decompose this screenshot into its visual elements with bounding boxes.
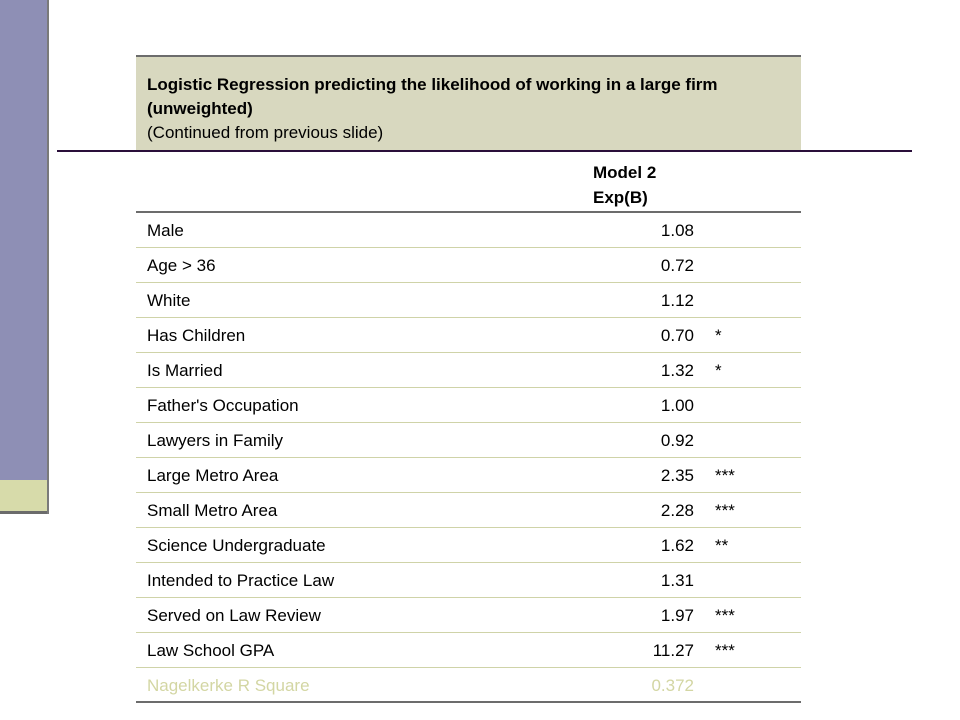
table-row: Lawyers in Family 0.92	[136, 423, 801, 458]
row-significance: ***	[715, 606, 735, 625]
table-row: Law School GPA 11.27 ***	[136, 633, 801, 668]
table-row: Large Metro Area 2.35 ***	[136, 458, 801, 493]
row-label: Served on Law Review	[147, 606, 321, 625]
row-value: 0.70	[660, 326, 694, 345]
sidebar-rule	[0, 511, 48, 514]
table-row: Small Metro Area 2.28 ***	[136, 493, 801, 528]
row-significance: ***	[715, 466, 735, 485]
row-value: 0.92	[660, 431, 694, 450]
row-label: Lawyers in Family	[147, 431, 284, 450]
table-row: Has Children 0.70 *	[136, 318, 801, 353]
column-header: Model 2 Exp(B)	[593, 160, 656, 210]
row-significance: *	[715, 361, 722, 380]
row-value: 1.97	[660, 606, 694, 625]
row-significance: ***	[715, 641, 735, 660]
row-label: White	[147, 291, 191, 310]
row-label: Nagelkerke R Square	[147, 676, 310, 695]
row-label: Is Married	[147, 361, 223, 380]
row-label: Intended to Practice Law	[147, 571, 335, 590]
sidebar-edge	[47, 0, 49, 514]
model-label: Model 2	[593, 163, 657, 182]
row-value: 1.31	[660, 571, 694, 590]
table-row: Is Married 1.32 *	[136, 353, 801, 388]
row-significance: ***	[715, 501, 735, 520]
table-body: Male 1.08 Age > 36 0.72 White 1.12 Has Childre…	[136, 213, 801, 703]
row-value: 1.12	[660, 291, 694, 310]
row-significance: **	[715, 536, 729, 555]
table-row: Science Undergraduate 1.62 **	[136, 528, 801, 563]
row-label: Male	[147, 221, 184, 240]
row-value: 2.28	[660, 501, 694, 520]
row-value: 1.08	[660, 221, 694, 240]
sidebar-accent-block	[0, 480, 47, 512]
row-label: Science Undergraduate	[147, 536, 326, 555]
row-label: Age > 36	[147, 256, 216, 275]
row-significance: *	[715, 326, 722, 345]
table-row: Intended to Practice Law 1.31	[136, 563, 801, 598]
table-row: Nagelkerke R Square 0.372	[136, 668, 801, 703]
row-label: Has Children	[147, 326, 246, 345]
row-label: Small Metro Area	[147, 501, 278, 520]
table-row: Father's Occupation 1.00	[136, 388, 801, 423]
row-value: 2.35	[660, 466, 694, 485]
stat-label: Exp(B)	[593, 188, 648, 207]
header-divider	[136, 211, 801, 213]
row-label: Large Metro Area	[147, 466, 279, 485]
row-value: 0.72	[660, 256, 694, 275]
table-row: Age > 36 0.72	[136, 248, 801, 283]
row-value: 1.00	[660, 396, 694, 415]
sidebar-bar	[0, 0, 47, 480]
table-subtitle: (Continued from previous slide)	[147, 123, 384, 142]
table-row: White 1.12	[136, 283, 801, 318]
table-header: Logistic Regression predicting the likel…	[136, 55, 801, 151]
row-value: 1.32	[660, 361, 694, 380]
row-label: Father's Occupation	[147, 396, 299, 415]
table-row: Male 1.08	[136, 213, 801, 248]
row-value: 11.27	[652, 641, 694, 660]
table-title: Logistic Regression predicting the likel…	[147, 75, 718, 118]
row-value: 1.62	[660, 536, 694, 555]
table-row: Served on Law Review 1.97 ***	[136, 598, 801, 633]
title-divider	[57, 150, 912, 152]
row-value: 0.372	[651, 676, 694, 695]
row-label: Law School GPA	[147, 641, 275, 660]
